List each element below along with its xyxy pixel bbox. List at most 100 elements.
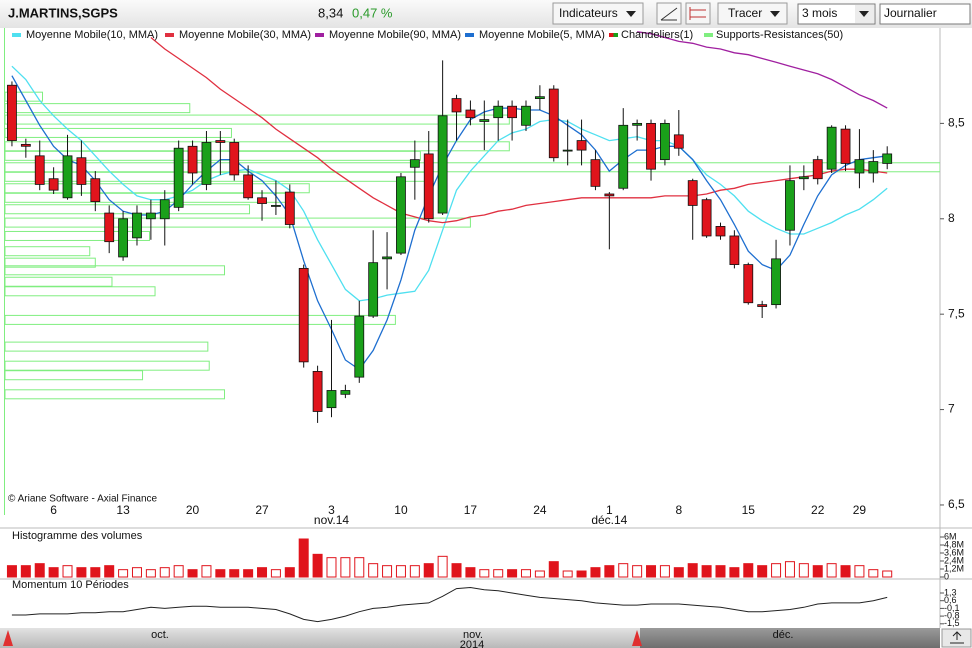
legend-swatch (465, 33, 474, 37)
legend: Moyenne Mobile(10, MMA) Moyenne Mobile(30… (12, 29, 843, 41)
navigator-handle[interactable] (632, 630, 642, 646)
navigator-label: oct. (151, 629, 169, 641)
button-frame[interactable] (552, 2, 644, 25)
volume-bar (562, 570, 573, 578)
indicators-button[interactable]: Indicateurs (552, 2, 644, 25)
dropdown-arrow[interactable] (626, 11, 636, 17)
volume-bar (326, 557, 337, 578)
volume-bar (840, 565, 851, 578)
candle-body (604, 193, 615, 197)
support-zone (5, 341, 209, 352)
x-month-label: déc.14 (591, 513, 627, 527)
volume-bar (659, 565, 670, 578)
candle-body (548, 88, 559, 159)
candle-body (479, 119, 490, 122)
volume-bar (882, 570, 893, 578)
support-zone (5, 103, 191, 114)
navigator[interactable]: oct. nov. 2014 déc. (0, 628, 972, 648)
change: 0,47 % (352, 5, 393, 20)
candle-body (785, 180, 795, 231)
field-frame[interactable] (879, 3, 971, 25)
candle-body (729, 235, 740, 265)
averages-layer (11, 31, 888, 371)
period-select[interactable]: 3 mois (797, 3, 876, 25)
legend-label: Chandeliers(1) (621, 29, 693, 41)
support-zone (5, 91, 44, 102)
candle-body (451, 98, 462, 113)
support-zone (5, 246, 91, 257)
candle-body (132, 212, 142, 239)
interval-field[interactable]: Journalier (879, 3, 971, 25)
x-tick-label: 17 (464, 503, 478, 517)
volume-bar (173, 565, 184, 578)
volume-bar (520, 569, 531, 578)
navigator-track[interactable] (0, 628, 640, 648)
volume-bar (437, 555, 448, 578)
support-zone (5, 370, 144, 381)
button-frame[interactable] (685, 2, 711, 25)
moving-average (11, 75, 888, 371)
volume-bar (548, 561, 559, 578)
support-zone (5, 265, 226, 276)
volume-bar (62, 565, 73, 578)
volume-bar (6, 565, 17, 578)
candle-body (284, 191, 295, 225)
volume-bar (131, 567, 142, 578)
volume-bar (257, 567, 268, 578)
select-value[interactable]: 3 mois (802, 6, 837, 20)
button-label[interactable]: Tracer (728, 6, 762, 20)
volume-bar (493, 569, 504, 578)
volume-bar (118, 569, 129, 578)
volume-bar (743, 563, 754, 578)
dropdown-arrow[interactable] (770, 11, 780, 17)
candle-body (465, 109, 476, 119)
candle-body (215, 140, 226, 143)
navigator-handle[interactable] (3, 630, 13, 646)
candle-body (826, 126, 837, 170)
navigator-selection[interactable] (640, 628, 940, 648)
legend-swatch (613, 33, 618, 37)
candle-body (715, 226, 726, 237)
volume-bar (354, 557, 365, 578)
draw-button[interactable]: Tracer (717, 2, 788, 25)
y-tick-label: 7,5 (948, 306, 965, 320)
candle-body (632, 122, 643, 126)
panel-title: Histogramme des volumes (12, 530, 143, 542)
chart-background (0, 28, 972, 628)
legend-label: Moyenne Mobile(90, MMA) (329, 29, 461, 41)
x-tick-label: 8 (675, 503, 682, 517)
support-zone (5, 286, 156, 297)
symbol: J.MARTINS,SGPS (8, 5, 118, 20)
candle-body (882, 153, 893, 164)
legend-swatch (12, 33, 21, 37)
line-tool-button[interactable] (656, 2, 682, 25)
candle-body (534, 96, 545, 99)
y-tick-label: 3,6M (944, 547, 964, 557)
legend-swatch (609, 33, 614, 37)
volume-bar (215, 569, 226, 578)
credit: © Ariane Software - Axial Finance (8, 494, 158, 505)
candle-body (618, 124, 629, 189)
support-zone (5, 141, 510, 152)
volume-bar (382, 565, 393, 578)
hline-tool-button[interactable] (685, 2, 711, 25)
y-tick-label: 8 (948, 211, 955, 225)
legend-label: Moyenne Mobile(30, MMA) (179, 29, 311, 41)
volume-bar (576, 570, 587, 578)
icon[interactable] (689, 7, 706, 20)
volume-bar (784, 561, 795, 578)
dropdown-arrow[interactable] (859, 11, 869, 17)
export-icon[interactable] (950, 631, 964, 644)
x-tick-label: 20 (186, 503, 200, 517)
candle-body (409, 159, 420, 168)
button-label[interactable]: Indicateurs (559, 6, 618, 20)
button-frame[interactable] (717, 2, 788, 25)
icon[interactable] (660, 7, 678, 21)
support-zone (5, 314, 396, 325)
y-tick-label: 2,4M (944, 555, 964, 565)
candle-body (145, 212, 156, 220)
support-zone (5, 230, 150, 241)
candle-body (90, 178, 101, 203)
support-zone (5, 204, 251, 215)
field-value[interactable]: Journalier (884, 6, 937, 20)
